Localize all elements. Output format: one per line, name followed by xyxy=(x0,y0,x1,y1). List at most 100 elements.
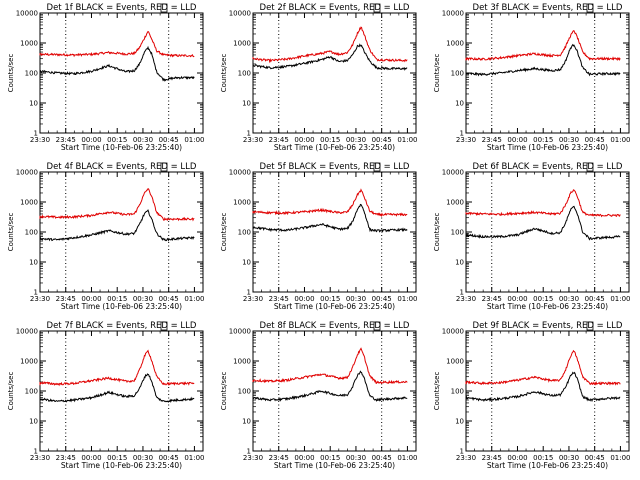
x-tick-label: 23:30 xyxy=(456,295,476,303)
x-tick-label: 00:30 xyxy=(559,136,579,144)
x-tick-label: 00:00 xyxy=(81,136,101,144)
title-marker-box xyxy=(586,3,594,13)
events-series-line xyxy=(465,43,621,77)
title-marker-box xyxy=(160,3,168,13)
y-tick-label: 1 xyxy=(460,448,464,456)
panel-title: Det 4f BLACK = Events, RED = LLD xyxy=(47,162,197,172)
y-tick-label: 1000 xyxy=(446,199,464,207)
panel-title: Det 9f BLACK = Events, RED = LLD xyxy=(473,321,623,331)
lld-series-line xyxy=(39,30,195,58)
y-tick-label: 1000 xyxy=(446,358,464,366)
y-axis-label: Counts/sec xyxy=(7,372,15,411)
y-tick-label: 1 xyxy=(247,289,251,297)
x-tick-label: 00:45 xyxy=(159,454,179,462)
y-tick-label: 10000 xyxy=(229,328,251,336)
x-tick-label: 00:00 xyxy=(507,454,527,462)
panel-9: Det 9f BLACK = Events, RED = LLD 1 10 100 10… xyxy=(433,321,631,470)
x-tick-label: 23:30 xyxy=(30,295,50,303)
panel-6: Det 6f BLACK = Events, RED = LLD 1 10 100 10… xyxy=(433,162,631,311)
y-tick-label: 10000 xyxy=(16,169,38,177)
y-tick-label: 1000 xyxy=(233,358,251,366)
y-tick-label: 1 xyxy=(247,130,251,138)
y-tick-label: 10 xyxy=(455,100,464,108)
x-tick-label: 23:45 xyxy=(56,454,76,462)
panel-8: Det 8f BLACK = Events, RED = LLD 1 10 100 10… xyxy=(220,321,418,470)
x-tick-label: 23:45 xyxy=(269,454,289,462)
y-tick-label: 1 xyxy=(460,289,464,297)
events-series-line xyxy=(39,373,195,404)
panel-title: Det 5f BLACK = Events, RED = LLD xyxy=(260,162,410,172)
y-axis-label: Counts/sec xyxy=(433,54,441,93)
y-axis-label: Counts/sec xyxy=(433,372,441,411)
x-axis-label: Start Time (10-Feb-06 23:25:40) xyxy=(274,143,395,152)
x-tick-label: 23:45 xyxy=(482,454,502,462)
x-axis-label: Start Time (10-Feb-06 23:25:40) xyxy=(274,302,395,311)
y-tick-label: 1 xyxy=(247,448,251,456)
x-tick-label: 00:30 xyxy=(133,454,153,462)
y-axis-label: Counts/sec xyxy=(433,213,441,252)
x-tick-label: 00:15 xyxy=(533,136,553,144)
x-tick-label: 01:00 xyxy=(184,295,204,303)
y-tick-label: 1 xyxy=(34,289,38,297)
panel-3: Det 3f BLACK = Events, RED = LLD 1 10 100 10… xyxy=(433,3,631,152)
x-tick-label: 00:45 xyxy=(159,136,179,144)
x-axis-label: Start Time (10-Feb-06 23:25:40) xyxy=(61,461,182,470)
x-tick-label: 00:30 xyxy=(346,136,366,144)
panel-title: Det 3f BLACK = Events, RED = LLD xyxy=(473,3,623,13)
x-axis-label: Start Time (10-Feb-06 23:25:40) xyxy=(487,302,608,311)
y-tick-label: 100 xyxy=(25,388,38,396)
x-tick-label: 00:00 xyxy=(507,295,527,303)
y-tick-label: 100 xyxy=(238,70,251,78)
x-tick-label: 00:30 xyxy=(133,295,153,303)
x-axis-label: Start Time (10-Feb-06 23:25:40) xyxy=(61,302,182,311)
panel-4: Det 4f BLACK = Events, RED = LLD 1 10 100 10… xyxy=(7,162,205,311)
lld-series-line xyxy=(465,349,621,386)
events-series-line xyxy=(39,209,195,242)
lld-series-line xyxy=(252,26,408,64)
x-axis-label: Start Time (10-Feb-06 23:25:40) xyxy=(487,461,608,470)
x-tick-label: 01:00 xyxy=(184,136,204,144)
y-tick-label: 10 xyxy=(29,259,38,267)
events-series-line xyxy=(252,203,408,233)
x-tick-label: 00:15 xyxy=(320,136,340,144)
x-tick-label: 00:30 xyxy=(133,136,153,144)
title-marker-box xyxy=(160,321,168,331)
x-tick-label: 23:45 xyxy=(482,136,502,144)
lld-series-line xyxy=(39,188,195,222)
panel-title: Det 8f BLACK = Events, RED = LLD xyxy=(260,321,410,331)
x-tick-label: 23:30 xyxy=(456,454,476,462)
lld-series-line xyxy=(465,189,621,218)
x-tick-label: 01:00 xyxy=(397,136,417,144)
events-series-line xyxy=(465,371,621,403)
x-tick-label: 23:30 xyxy=(243,454,263,462)
y-tick-label: 10000 xyxy=(442,328,464,336)
x-tick-label: 00:45 xyxy=(585,454,605,462)
y-tick-label: 100 xyxy=(451,388,464,396)
y-tick-label: 1000 xyxy=(20,40,38,48)
x-tick-label: 00:15 xyxy=(107,136,127,144)
title-marker-box xyxy=(373,162,381,172)
x-axis-label: Start Time (10-Feb-06 23:25:40) xyxy=(61,143,182,152)
x-tick-label: 01:00 xyxy=(610,136,630,144)
y-tick-label: 100 xyxy=(451,229,464,237)
y-tick-label: 10 xyxy=(242,259,251,267)
x-tick-label: 00:45 xyxy=(372,136,392,144)
y-tick-label: 10000 xyxy=(229,10,251,18)
x-tick-label: 01:00 xyxy=(184,454,204,462)
y-tick-label: 1000 xyxy=(20,199,38,207)
x-tick-label: 00:15 xyxy=(320,454,340,462)
y-tick-label: 10 xyxy=(242,100,251,108)
y-tick-label: 10000 xyxy=(229,169,251,177)
x-axis-label: Start Time (10-Feb-06 23:25:40) xyxy=(274,461,395,470)
y-tick-label: 1000 xyxy=(233,199,251,207)
x-tick-label: 01:00 xyxy=(397,454,417,462)
x-tick-label: 00:30 xyxy=(346,454,366,462)
y-tick-label: 10000 xyxy=(442,10,464,18)
y-tick-label: 10 xyxy=(29,100,38,108)
y-tick-label: 10 xyxy=(242,418,251,426)
x-tick-label: 00:00 xyxy=(507,136,527,144)
x-tick-label: 00:00 xyxy=(294,454,314,462)
x-tick-label: 23:45 xyxy=(56,136,76,144)
y-tick-label: 10 xyxy=(455,418,464,426)
